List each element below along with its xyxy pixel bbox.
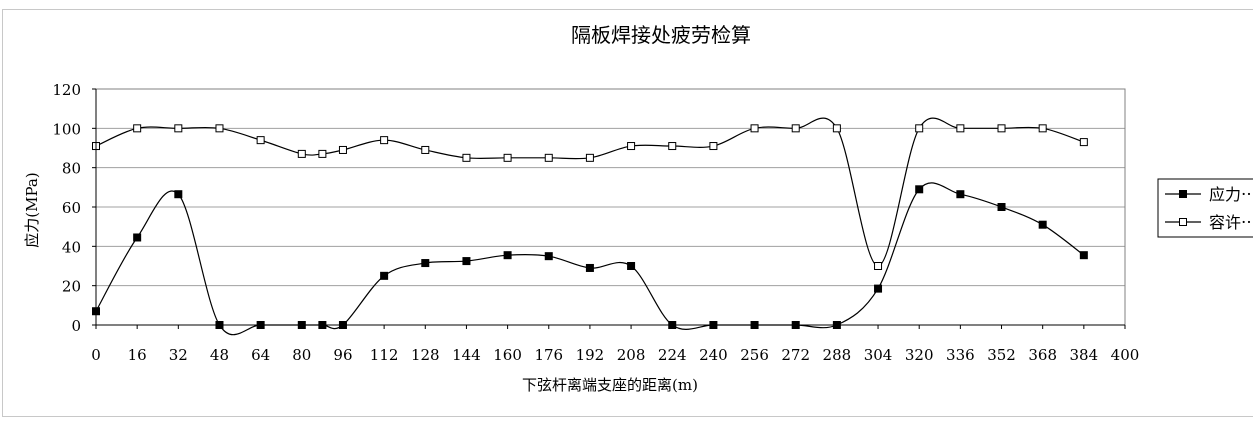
- series-2-point: [174, 124, 183, 133]
- series-2-point: [791, 124, 800, 133]
- series-2-point: [668, 142, 677, 151]
- x-tick-label: 32: [169, 346, 188, 364]
- y-tick-label: 0: [71, 317, 81, 335]
- series-2-point: [338, 145, 347, 154]
- series-2-point: [256, 136, 265, 145]
- series-1-point: [956, 190, 965, 199]
- y-tick-label: 120: [52, 81, 81, 99]
- x-tick-label: 320: [905, 346, 934, 364]
- series-2-point: [215, 124, 224, 133]
- series-2-point: [956, 124, 965, 133]
- series-2-point: [380, 136, 389, 145]
- x-tick-label: 288: [823, 346, 852, 364]
- x-tick-label: 160: [493, 346, 522, 364]
- series-1-point: [133, 233, 142, 242]
- x-tick-label: 16: [128, 346, 147, 364]
- x-axis-label: 下弦杆离端支座的距离(m): [522, 376, 698, 394]
- series-layer: [92, 117, 1088, 336]
- x-tick-label: 304: [864, 346, 893, 364]
- series-1-point: [462, 257, 471, 266]
- x-tick-label: 64: [251, 346, 270, 364]
- x-tick-label: 240: [699, 346, 728, 364]
- x-tick-label: 208: [617, 346, 646, 364]
- legend-marker-series-2: [1179, 218, 1187, 226]
- series-2-point: [503, 153, 512, 162]
- x-tick-label: 336: [946, 346, 975, 364]
- series-1-point: [380, 271, 389, 280]
- series-2-point: [832, 124, 841, 133]
- series-1-point: [1079, 251, 1088, 260]
- series-2-point: [997, 124, 1006, 133]
- series-2-point: [750, 124, 759, 133]
- x-tick-label: 112: [370, 346, 399, 364]
- series-1-point: [174, 190, 183, 199]
- series-2-point: [462, 153, 471, 162]
- x-tick-label: 96: [333, 346, 352, 364]
- legend: 应力⋯ 容许⋯: [1157, 178, 1253, 238]
- series-2-point: [318, 149, 327, 158]
- series-2-point: [297, 149, 306, 158]
- series-2-point: [133, 124, 142, 133]
- series-2-point: [1038, 124, 1047, 133]
- x-tick-label: 48: [210, 346, 229, 364]
- x-tick-label: 144: [452, 346, 481, 364]
- series-2: [92, 117, 1088, 270]
- y-tick-label: 20: [62, 278, 81, 296]
- x-tick-label: 224: [658, 346, 687, 364]
- chart-frame: [2, 9, 1253, 417]
- x-tick-label: 80: [292, 346, 311, 364]
- x-tick-label: 400: [1111, 346, 1140, 364]
- x-tick-label: 272: [781, 346, 810, 364]
- y-tick-label: 100: [52, 120, 81, 138]
- y-tick-label: 80: [62, 160, 81, 178]
- series-1: [92, 182, 1088, 336]
- x-tick-label: 176: [534, 346, 563, 364]
- x-tick-label: 384: [1070, 346, 1099, 364]
- series-1-point: [585, 263, 594, 272]
- tick-labels: 0 20 40 60 80 100 120 0 16 32 48 64 80 96 112 128 144 160…: [52, 81, 1139, 364]
- series-1-point: [503, 251, 512, 260]
- series-2-point: [544, 153, 553, 162]
- series-2-point: [709, 142, 718, 151]
- series-2-point: [585, 153, 594, 162]
- x-tick-label: 352: [987, 346, 1016, 364]
- series-2-line: [95, 117, 1085, 267]
- x-tick-label: 256: [740, 346, 769, 364]
- x-tick-label: 368: [1028, 346, 1057, 364]
- legend-marker-series-1: [1179, 190, 1187, 198]
- legend-label-series-2: 容许⋯: [1209, 213, 1253, 232]
- y-tick-label: 60: [62, 199, 81, 217]
- chart-title: 隔板焊接处疲劳检算: [571, 23, 751, 47]
- series-2-point: [1079, 138, 1088, 147]
- x-tick-label: 0: [91, 346, 101, 364]
- y-tick-label: 40: [62, 238, 81, 256]
- x-tick-label: 128: [411, 346, 440, 364]
- legend-label-series-1: 应力⋯: [1209, 185, 1253, 204]
- series-1-point: [915, 185, 924, 194]
- series-1-point: [544, 252, 553, 261]
- series-1-point: [874, 284, 883, 293]
- series-2-point: [915, 124, 924, 133]
- x-tick-label: 192: [576, 346, 605, 364]
- series-1-point: [997, 203, 1006, 211]
- series-1-point: [421, 259, 430, 268]
- y-axis-label: 应力(MPa): [23, 172, 41, 247]
- series-2-point: [627, 142, 636, 151]
- series-2-point: [421, 145, 430, 154]
- series-1-line: [95, 182, 1085, 336]
- legend-box: [1157, 178, 1253, 238]
- series-1-point: [1038, 220, 1047, 229]
- series-2-point: [874, 262, 883, 270]
- gridlines: [96, 127, 1125, 287]
- series-1-point: [627, 262, 636, 270]
